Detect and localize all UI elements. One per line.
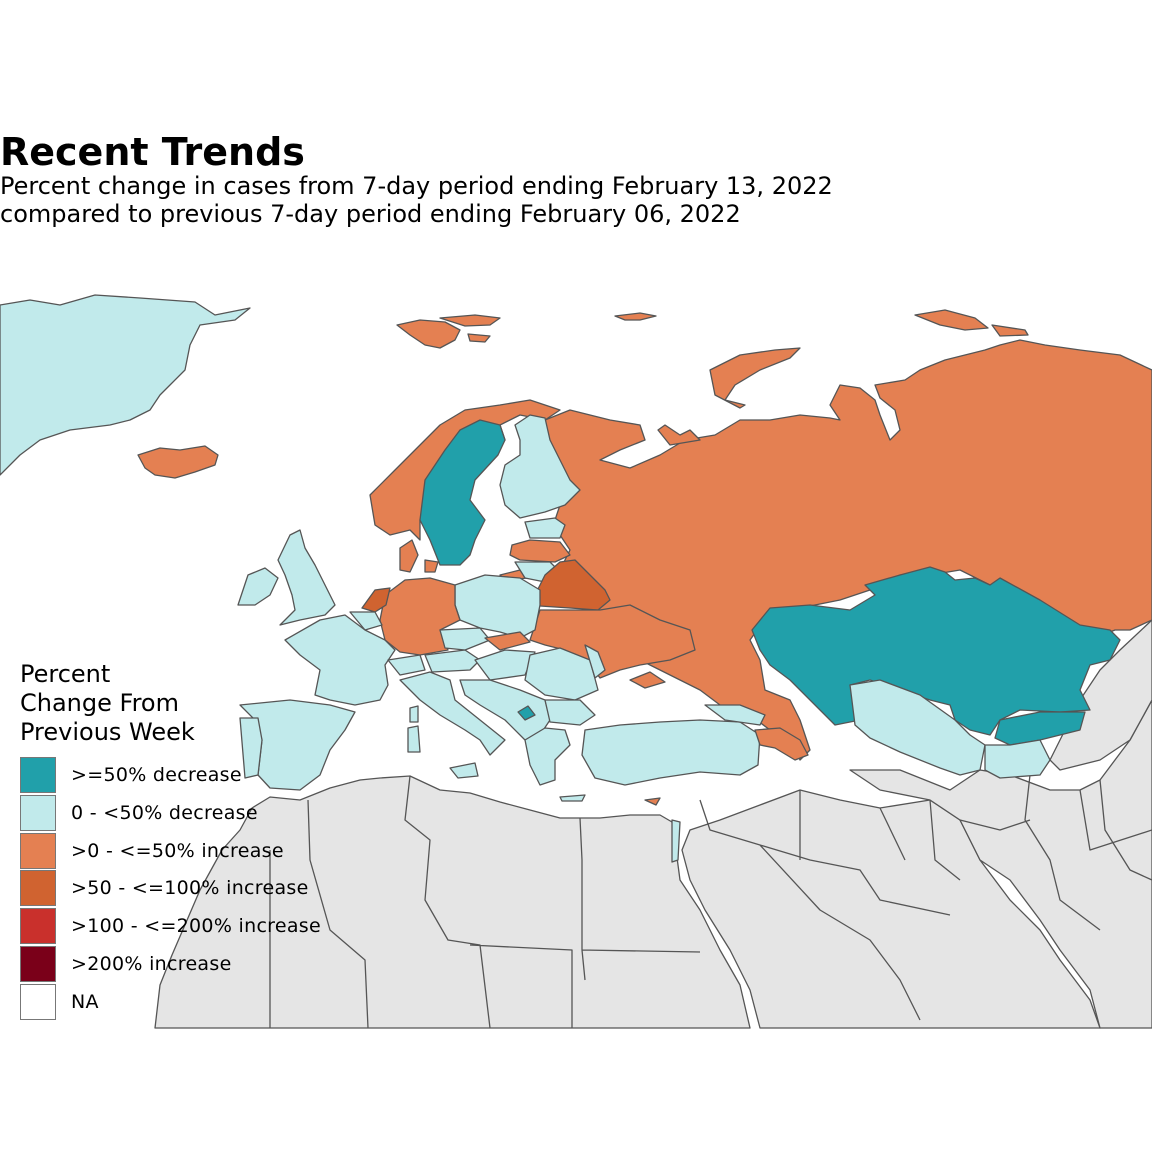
legend-item: NA [20,983,195,1022]
region-crimea [629,671,666,689]
legend-label: >0 - <=50% increase [71,839,284,862]
region-greenland [0,294,251,476]
region-turkey [581,719,761,786]
legend-item: >0 - <=50% increase [20,832,284,871]
legend-label: NA [71,990,99,1013]
chart-title: Recent Trends [0,130,305,174]
region-belgium [349,611,383,631]
legend-label: >200% increase [71,952,232,975]
region-greece [524,727,571,786]
legend-label: >50 - <=100% increase [71,877,309,900]
region-north-africa [154,775,751,1029]
region-svalbard [396,312,657,349]
subtitle-line-2: compared to previous 7-day period ending… [0,200,741,228]
region-cyprus [644,797,661,806]
region-east-asia [1049,619,1152,771]
region-portugal [239,717,263,779]
region-kazakhstan [751,566,1121,736]
region-corsica [409,705,419,723]
legend-title-line: Previous Week [20,718,195,746]
legend-title: Percent Change From Previous Week [20,660,195,747]
legend-label: >100 - <=200% increase [71,915,322,938]
legend-item: 0 - <50% decrease [20,794,258,833]
region-kosovo [517,705,536,721]
region-france [284,614,396,706]
region-russia-islands [657,309,1029,446]
region-tajikistan [984,739,1051,779]
chart-subtitle: Percent change in cases from 7-day perio… [0,172,833,228]
legend-item: >50 - <=100% increase [20,870,308,908]
region-ukraine [529,604,696,679]
region-moldova [584,644,606,679]
region-sardinia [407,725,421,753]
region-africa-borders [269,775,701,1029]
legend-swatch [20,983,56,1020]
region-iceland [137,445,219,479]
region-georgia [704,704,766,726]
region-romania [524,647,599,701]
region-finland [499,414,581,519]
region-slovakia [484,631,531,651]
region-netherlands [361,587,391,613]
region-arabia-borders [699,790,961,1021]
legend-swatch [20,832,56,869]
legend-item: >100 - <=200% increase [20,908,321,946]
legend-swatch [20,757,56,793]
legend-items: >=50% decrease 0 - <50% decrease >0 - <=50… [20,757,321,1022]
region-asia-borders [959,774,1152,931]
subtitle-line-1: Percent change in cases from 7-day perio… [0,172,833,200]
region-switzerland [387,654,426,676]
region-ireland [237,567,279,606]
region-latvia [509,539,571,563]
legend-label: 0 - <50% decrease [71,801,258,824]
region-estonia [524,517,566,539]
region-armenia [754,727,809,761]
legend-swatch [20,908,56,945]
region-sicily [449,762,479,779]
region-israel [671,819,681,863]
region-kyrgyzstan [994,711,1086,746]
legend-label: >=50% decrease [71,764,242,786]
region-sweden [419,419,506,566]
region-italy [399,671,506,756]
legend-swatch [20,794,56,831]
legend-item: >200% increase [20,945,231,984]
legend-title-line: Change From [20,689,179,717]
legend-title-line: Percent [20,660,111,688]
region-bulgaria [544,699,596,726]
legend-item: >=50% decrease [20,757,242,795]
legend-swatch [20,870,56,907]
region-crete [559,794,586,802]
region-united-kingdom [277,529,336,626]
legend-swatch [20,945,56,982]
region-czechia [439,627,491,651]
legend: Percent Change From Previous Week >=50% … [20,660,321,1022]
region-denmark [399,539,439,573]
region-austria [424,649,481,673]
region-arabia [681,789,1101,1029]
region-uzbekistan [849,679,986,776]
